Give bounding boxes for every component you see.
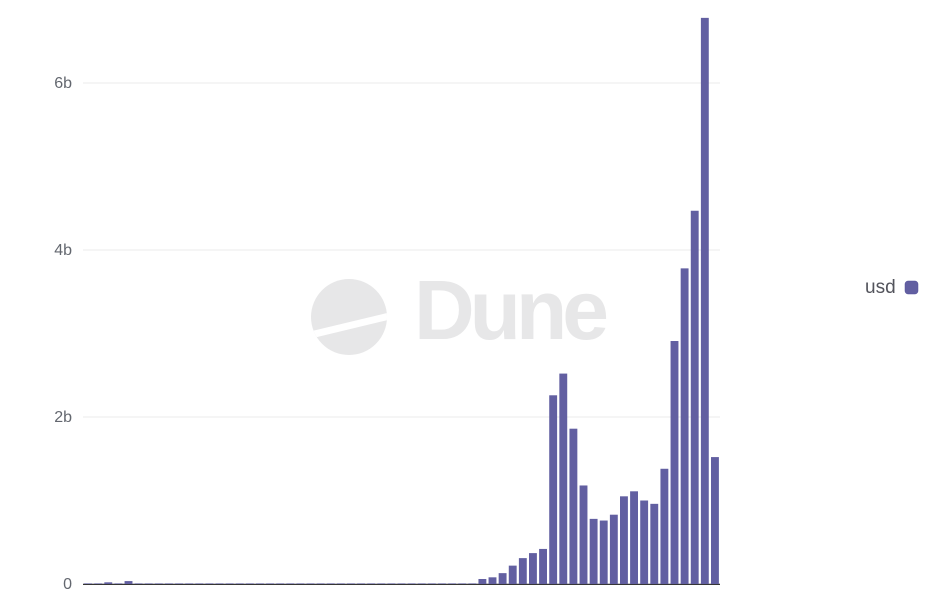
svg-text:6b: 6b	[54, 75, 72, 92]
svg-text:Dune: Dune	[414, 263, 606, 357]
svg-text:4b: 4b	[54, 242, 72, 259]
svg-text:0: 0	[63, 576, 72, 593]
svg-text:usd: usd	[865, 277, 896, 298]
svg-text:2b: 2b	[54, 409, 72, 426]
